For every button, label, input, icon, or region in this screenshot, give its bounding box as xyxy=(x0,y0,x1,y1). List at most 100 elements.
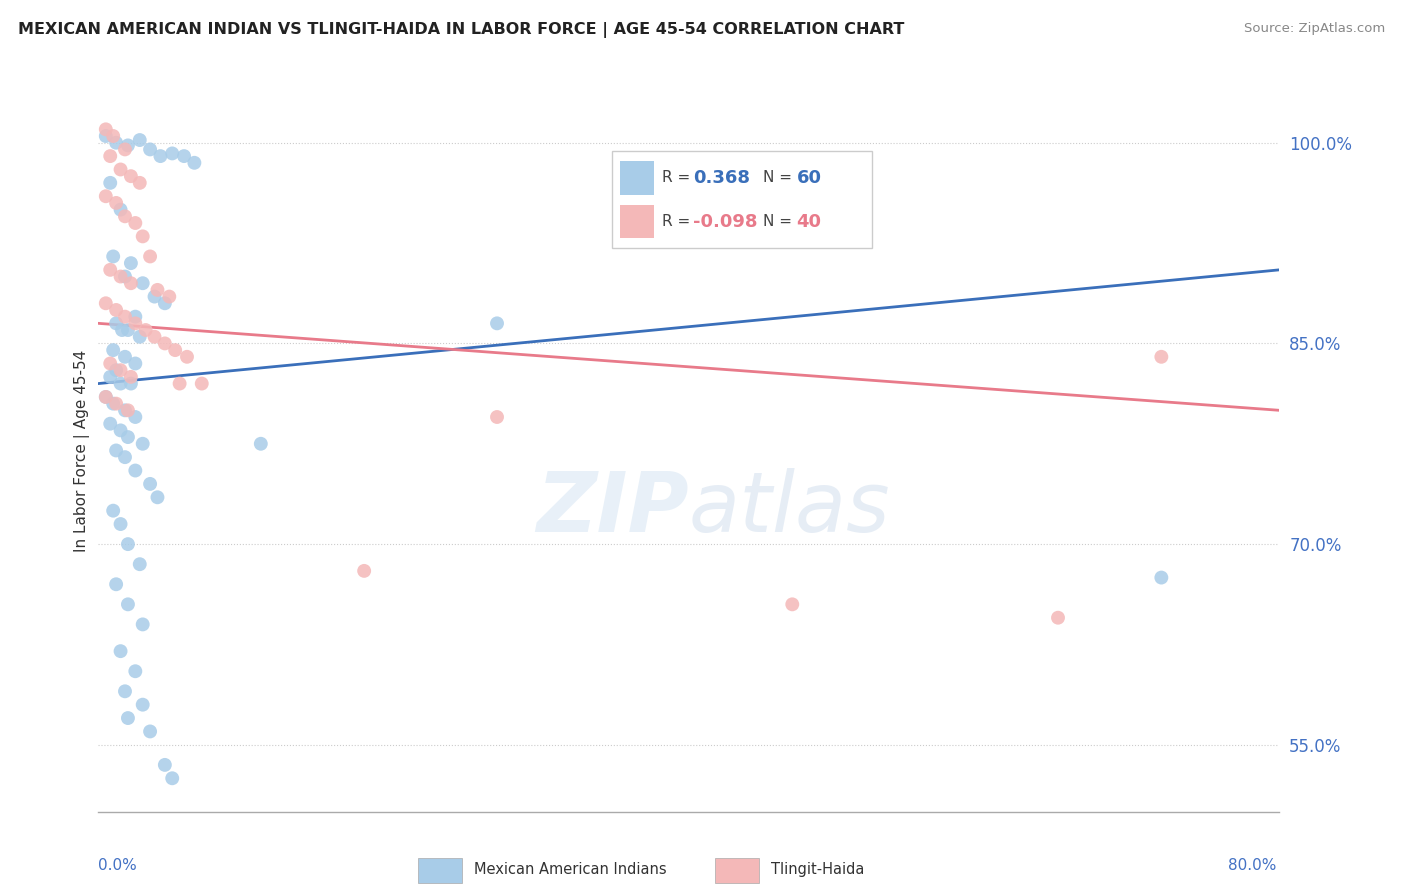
Point xyxy=(139,250,162,264)
Point xyxy=(114,269,136,284)
Point xyxy=(128,176,150,190)
FancyBboxPatch shape xyxy=(419,857,461,883)
Point xyxy=(132,229,155,244)
Point xyxy=(114,450,136,464)
Text: Mexican American Indians: Mexican American Indians xyxy=(474,863,666,877)
Point xyxy=(110,363,132,377)
Point xyxy=(128,557,150,571)
Point xyxy=(191,376,214,391)
Point xyxy=(169,376,191,391)
Point xyxy=(162,146,183,161)
Point xyxy=(173,149,195,163)
Point xyxy=(117,323,139,337)
FancyBboxPatch shape xyxy=(620,161,654,194)
Point xyxy=(114,403,136,417)
Point xyxy=(153,296,176,310)
Text: R =: R = xyxy=(662,170,695,186)
Text: Tlingit-Haida: Tlingit-Haida xyxy=(770,863,865,877)
Point xyxy=(250,436,273,450)
Point xyxy=(110,423,132,437)
Point xyxy=(132,698,155,712)
Point xyxy=(132,436,155,450)
FancyBboxPatch shape xyxy=(716,857,759,883)
Point xyxy=(124,464,146,478)
Point xyxy=(110,516,132,531)
Text: N =: N = xyxy=(763,170,797,186)
Point xyxy=(110,269,132,284)
Point xyxy=(98,262,121,277)
Point xyxy=(124,316,146,330)
Text: 0.0%: 0.0% xyxy=(98,858,138,872)
Point xyxy=(782,598,804,612)
Point xyxy=(353,564,375,578)
Point xyxy=(117,711,139,725)
Point xyxy=(117,138,139,153)
FancyBboxPatch shape xyxy=(612,151,872,248)
Point xyxy=(165,343,187,357)
Point xyxy=(120,277,142,291)
Point xyxy=(105,136,128,150)
Point xyxy=(111,323,134,337)
Point xyxy=(105,577,128,591)
Point xyxy=(103,128,125,143)
Text: -0.098: -0.098 xyxy=(693,213,758,231)
Point xyxy=(146,490,169,504)
Text: MEXICAN AMERICAN INDIAN VS TLINGIT-HAIDA IN LABOR FORCE | AGE 45-54 CORRELATION : MEXICAN AMERICAN INDIAN VS TLINGIT-HAIDA… xyxy=(18,22,904,38)
Point xyxy=(146,283,169,297)
Point xyxy=(94,128,117,143)
Point xyxy=(103,343,125,357)
Point xyxy=(124,664,146,679)
Point xyxy=(149,149,172,163)
Point xyxy=(94,390,117,404)
Point xyxy=(105,443,128,458)
Text: R =: R = xyxy=(662,214,695,229)
Point xyxy=(124,216,146,230)
Point xyxy=(105,303,128,318)
Y-axis label: In Labor Force | Age 45-54: In Labor Force | Age 45-54 xyxy=(75,350,90,551)
Point xyxy=(1150,350,1173,364)
Point xyxy=(98,356,121,371)
Point xyxy=(117,537,139,551)
Point xyxy=(139,142,162,156)
Text: atlas: atlas xyxy=(689,467,890,549)
Point xyxy=(143,289,166,303)
Point xyxy=(120,376,142,391)
Point xyxy=(110,202,132,217)
Point xyxy=(117,598,139,612)
Point xyxy=(94,122,117,136)
Point xyxy=(105,396,128,410)
Point xyxy=(157,289,180,303)
Point xyxy=(98,176,121,190)
Point xyxy=(135,323,157,337)
Point xyxy=(103,250,125,264)
Point xyxy=(103,396,125,410)
Point xyxy=(110,162,132,177)
Point xyxy=(114,350,136,364)
Point xyxy=(162,771,183,785)
Point xyxy=(124,310,146,324)
Point xyxy=(1150,571,1173,585)
Point xyxy=(105,196,128,211)
Point xyxy=(132,277,155,291)
Point xyxy=(176,350,198,364)
Point xyxy=(98,149,121,163)
Point xyxy=(98,417,121,431)
Point xyxy=(110,376,132,391)
Point xyxy=(114,209,136,223)
Point xyxy=(1047,610,1070,624)
Point xyxy=(128,133,150,147)
Point xyxy=(128,330,150,344)
Text: 40: 40 xyxy=(797,213,821,231)
Point xyxy=(117,403,139,417)
Point xyxy=(153,336,176,351)
Point xyxy=(124,356,146,371)
Point xyxy=(105,316,128,330)
Point xyxy=(486,316,509,330)
Point xyxy=(94,296,117,310)
Point xyxy=(94,189,117,203)
Point xyxy=(98,369,121,384)
Point xyxy=(117,430,139,444)
Text: N =: N = xyxy=(763,214,797,229)
FancyBboxPatch shape xyxy=(620,205,654,238)
Point xyxy=(153,757,176,772)
